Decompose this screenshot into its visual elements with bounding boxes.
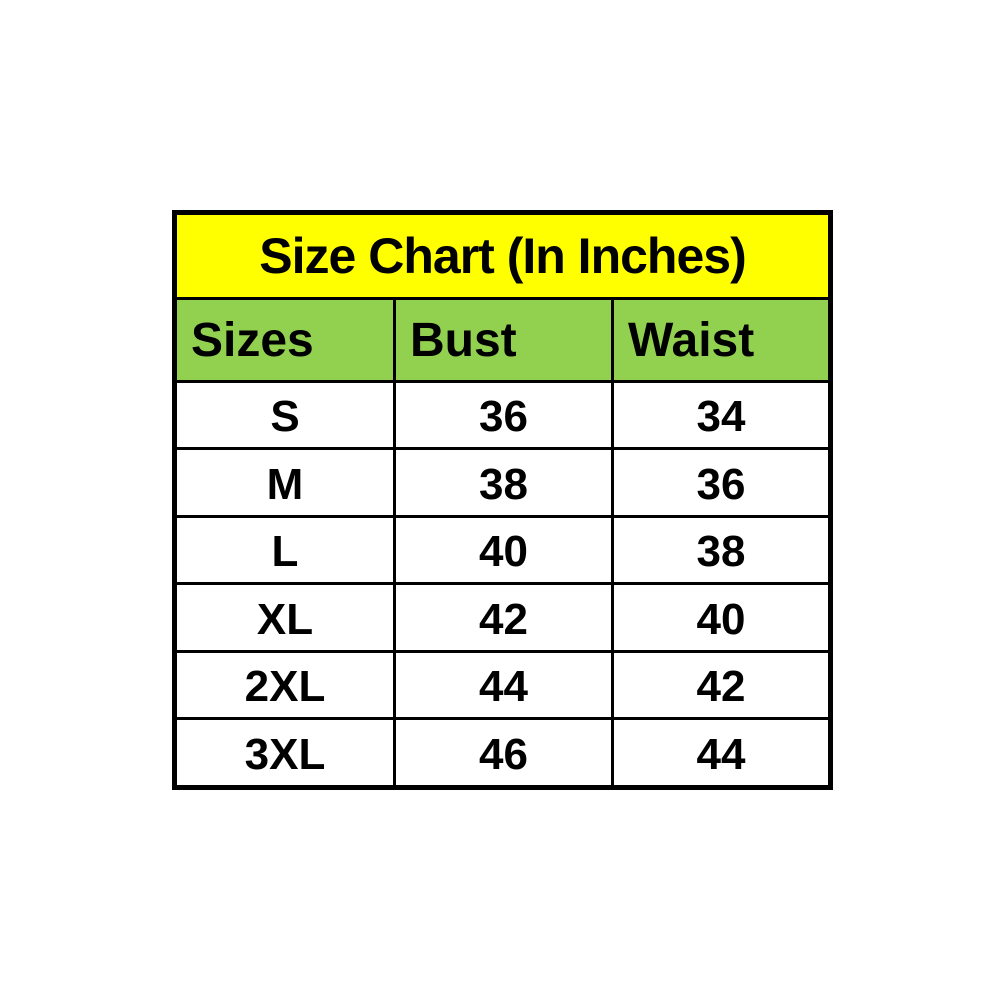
waist-cell: 38 xyxy=(610,514,833,586)
bust-cell: 38 xyxy=(393,447,614,518)
size-chart-table: Size Chart (In Inches) Sizes Bust Waist … xyxy=(172,210,834,790)
table-row-xl: XL 42 40 xyxy=(173,582,833,653)
bust-cell: 36 xyxy=(393,379,614,451)
bust-cell: 46 xyxy=(393,717,614,789)
waist-cell: 40 xyxy=(610,582,833,653)
size-cell: L xyxy=(173,514,396,586)
table-row-2xl: 2XL 44 42 xyxy=(173,649,833,721)
waist-cell: 44 xyxy=(610,717,833,789)
size-cell: S xyxy=(173,379,396,451)
waist-cell: 42 xyxy=(610,649,833,721)
bust-cell: 40 xyxy=(393,514,614,586)
column-header-waist: Waist xyxy=(610,297,833,383)
column-header-bust: Bust xyxy=(393,297,614,383)
column-header-sizes: Sizes xyxy=(173,297,396,383)
size-cell: 2XL xyxy=(173,649,396,721)
size-cell: XL xyxy=(173,582,396,653)
bust-cell: 44 xyxy=(393,649,614,721)
table-row-s: S 36 34 xyxy=(173,379,833,451)
waist-cell: 34 xyxy=(610,379,833,451)
chart-title: Size Chart (In Inches) xyxy=(172,211,833,300)
waist-cell: 36 xyxy=(610,447,833,518)
table-row-m: M 38 36 xyxy=(173,447,833,518)
title-row: Size Chart (In Inches) xyxy=(172,211,833,300)
bust-cell: 42 xyxy=(393,582,614,653)
header-row: Sizes Bust Waist xyxy=(173,297,833,383)
size-cell: M xyxy=(173,447,396,518)
table-row-3xl: 3XL 46 44 xyxy=(173,717,833,789)
table-row-l: L 40 38 xyxy=(173,514,833,586)
size-cell: 3XL xyxy=(173,717,396,789)
